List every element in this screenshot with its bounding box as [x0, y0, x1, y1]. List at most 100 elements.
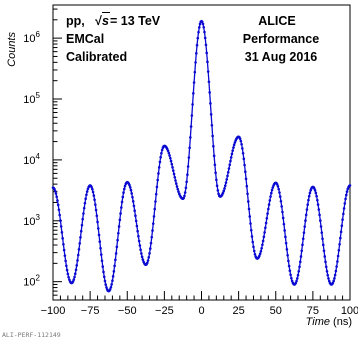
data-point	[158, 160, 162, 164]
data-point	[110, 283, 113, 286]
data-point	[85, 190, 89, 193]
y-tick-label: 106	[23, 30, 40, 45]
data-point	[211, 134, 214, 138]
data-point	[288, 269, 292, 272]
data-point	[324, 265, 328, 269]
data-point	[324, 260, 327, 264]
data-point	[284, 241, 288, 245]
data-point	[249, 228, 253, 232]
data-point	[232, 143, 236, 147]
data-point	[264, 221, 268, 225]
data-point	[85, 193, 88, 197]
data-point	[92, 194, 96, 197]
data-point	[243, 163, 246, 167]
data-point	[259, 249, 263, 253]
data-point	[183, 191, 187, 194]
data-point	[267, 203, 271, 206]
data-point	[299, 255, 303, 258]
data-point	[149, 241, 153, 245]
data-point	[102, 275, 106, 279]
data-point	[166, 149, 170, 153]
data-point	[128, 183, 131, 187]
data-point	[249, 222, 252, 225]
data-point	[65, 268, 69, 272]
data-point	[157, 166, 161, 169]
data-point	[160, 148, 164, 152]
data-point	[226, 170, 230, 174]
data-point	[82, 206, 86, 210]
data-point	[248, 215, 252, 218]
data-point	[308, 191, 312, 195]
data-point	[57, 208, 61, 212]
energy-var: s	[102, 14, 109, 28]
data-point	[326, 273, 330, 277]
annotation-block-right: ALICE Performance 31 Aug 2016	[243, 14, 319, 64]
data-point	[315, 194, 318, 198]
data-point	[284, 235, 287, 239]
data-point	[262, 235, 266, 239]
data-point	[296, 273, 300, 277]
data-point	[233, 141, 237, 144]
data-point	[114, 258, 117, 262]
y-tick-label: 102	[23, 274, 40, 289]
plot-area: −100 −75 −50 −25 0 25 50 75 100 102 103 104 105 106	[23, 4, 358, 317]
data-point	[75, 264, 79, 267]
data-point	[228, 163, 232, 167]
data-point	[264, 226, 267, 230]
y-tick-label: 103	[23, 213, 40, 228]
data-point	[305, 208, 309, 211]
data-point	[339, 236, 342, 240]
data-point	[197, 26, 201, 29]
data-point	[148, 252, 151, 255]
data-point	[134, 219, 138, 223]
data-point	[91, 187, 94, 191]
data-point	[96, 220, 99, 224]
data-point	[82, 212, 85, 215]
data-point	[111, 279, 114, 283]
data-point	[102, 270, 105, 274]
y-tick-label: 104	[23, 152, 40, 167]
data-point	[156, 178, 159, 182]
data-point	[140, 252, 143, 255]
data-point	[300, 249, 304, 253]
data-point	[122, 191, 125, 194]
detector-label: EMCal	[66, 32, 104, 46]
data-point	[78, 242, 82, 245]
data-point	[290, 279, 294, 283]
data-point	[283, 229, 286, 232]
x-axis-title: Time (ns)	[306, 316, 352, 328]
data-point	[188, 146, 191, 150]
date-label: 31 Aug 2016	[245, 50, 318, 64]
data-point	[152, 215, 156, 218]
data-point	[91, 190, 95, 194]
energy-value: = 13 TeV	[110, 14, 161, 28]
data-point	[223, 184, 227, 188]
data-point	[189, 136, 192, 139]
data-point	[182, 196, 185, 200]
data-point	[77, 248, 81, 251]
data-point	[258, 252, 262, 256]
data-point	[81, 217, 84, 221]
data-point	[240, 142, 243, 146]
data-point	[335, 265, 338, 268]
data-point	[174, 182, 178, 185]
data-point	[316, 198, 319, 202]
data-point	[232, 146, 235, 149]
data-point	[285, 248, 289, 251]
system-label: pp,	[66, 14, 85, 28]
data-point	[290, 276, 293, 280]
data-point	[323, 255, 327, 258]
data-point	[195, 52, 198, 55]
data-point	[301, 243, 304, 247]
data-point	[205, 51, 208, 55]
data-point	[344, 193, 348, 197]
data-point	[281, 210, 284, 214]
data-point	[194, 61, 197, 64]
data-point	[212, 154, 216, 158]
data-point	[303, 225, 307, 228]
data-point	[304, 213, 308, 217]
data-point	[186, 173, 189, 176]
data-point	[99, 253, 103, 256]
data-point	[203, 36, 207, 40]
data-point	[62, 248, 66, 252]
